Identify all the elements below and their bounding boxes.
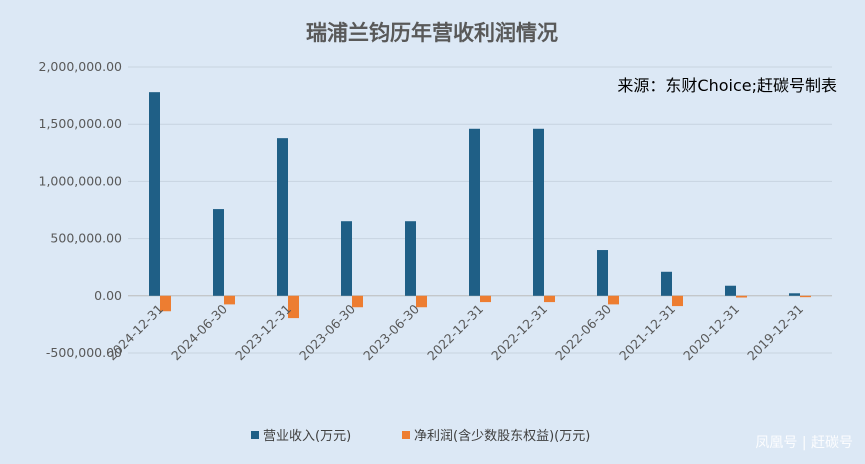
bar-revenue <box>213 209 224 296</box>
bar-net-profit <box>352 295 363 308</box>
x-axis-ticks: 2024-12-31 2024-06-30 2023-12-31 2023-06-30… <box>104 301 806 363</box>
x-tick-label: 2021-12-31 <box>616 301 678 363</box>
bar-revenue <box>469 128 480 296</box>
bar-net-profit <box>480 295 491 303</box>
legend-swatch <box>402 431 410 439</box>
bar-revenue <box>789 293 800 296</box>
bar-revenue <box>533 128 544 296</box>
y-tick-label: -500,000.00 <box>46 345 122 360</box>
x-tick-label: 2022-06-30 <box>552 301 614 363</box>
bars <box>149 92 811 319</box>
legend-label: 营业收入(万元) <box>263 429 351 444</box>
bar-net-profit <box>288 295 299 319</box>
x-tick-label: 2023-12-31 <box>232 301 294 363</box>
bar-net-profit <box>224 295 235 305</box>
bar-revenue <box>341 221 352 296</box>
bar-revenue <box>149 92 160 296</box>
bar-revenue <box>725 285 736 296</box>
bar-net-profit <box>800 295 811 298</box>
y-tick-label: 1,000,000.00 <box>39 173 123 188</box>
x-tick-label: 2020-12-31 <box>680 301 742 363</box>
source-note: 来源：东财Choice;赶碳号制表 <box>617 76 837 95</box>
bar-net-profit <box>160 295 171 312</box>
y-tick-label: 0.00 <box>94 288 122 303</box>
x-tick-label: 2022-12-31 <box>424 301 486 363</box>
legend-swatch <box>251 431 259 439</box>
bar-net-profit <box>608 295 619 305</box>
x-tick-label: 2023-06-30 <box>360 301 422 363</box>
y-tick-label: 500,000.00 <box>50 231 122 246</box>
x-tick-label: 2019-12-31 <box>744 301 806 363</box>
bar-net-profit <box>544 295 555 303</box>
bar-net-profit <box>416 295 427 308</box>
y-tick-label: 1,500,000.00 <box>39 116 123 131</box>
watermark: 凤凰号 | 赶碳号 <box>755 435 853 451</box>
x-tick-label: 2024-06-30 <box>168 301 230 363</box>
chart-title: 瑞浦兰钧历年营收利润情况 <box>306 21 558 45</box>
bar-revenue <box>661 271 672 296</box>
bar-revenue <box>405 221 416 296</box>
y-tick-label: 2,000,000.00 <box>39 59 123 74</box>
y-axis-ticks: 2,000,000.00 1,500,000.00 1,000,000.00 500,… <box>39 59 123 360</box>
bar-revenue <box>277 138 288 296</box>
x-tick-label: 2024-12-31 <box>104 301 166 363</box>
bar-revenue <box>597 250 608 296</box>
bar-net-profit <box>672 295 683 307</box>
x-tick-label: 2022-12-31 <box>488 301 550 363</box>
legend-label: 净利润(含少数股东权益)(万元) <box>414 428 590 444</box>
bar-net-profit <box>736 295 747 298</box>
x-tick-label: 2023-06-30 <box>296 301 358 363</box>
legend: 营业收入(万元) 净利润(含少数股东权益)(万元) <box>251 428 590 444</box>
